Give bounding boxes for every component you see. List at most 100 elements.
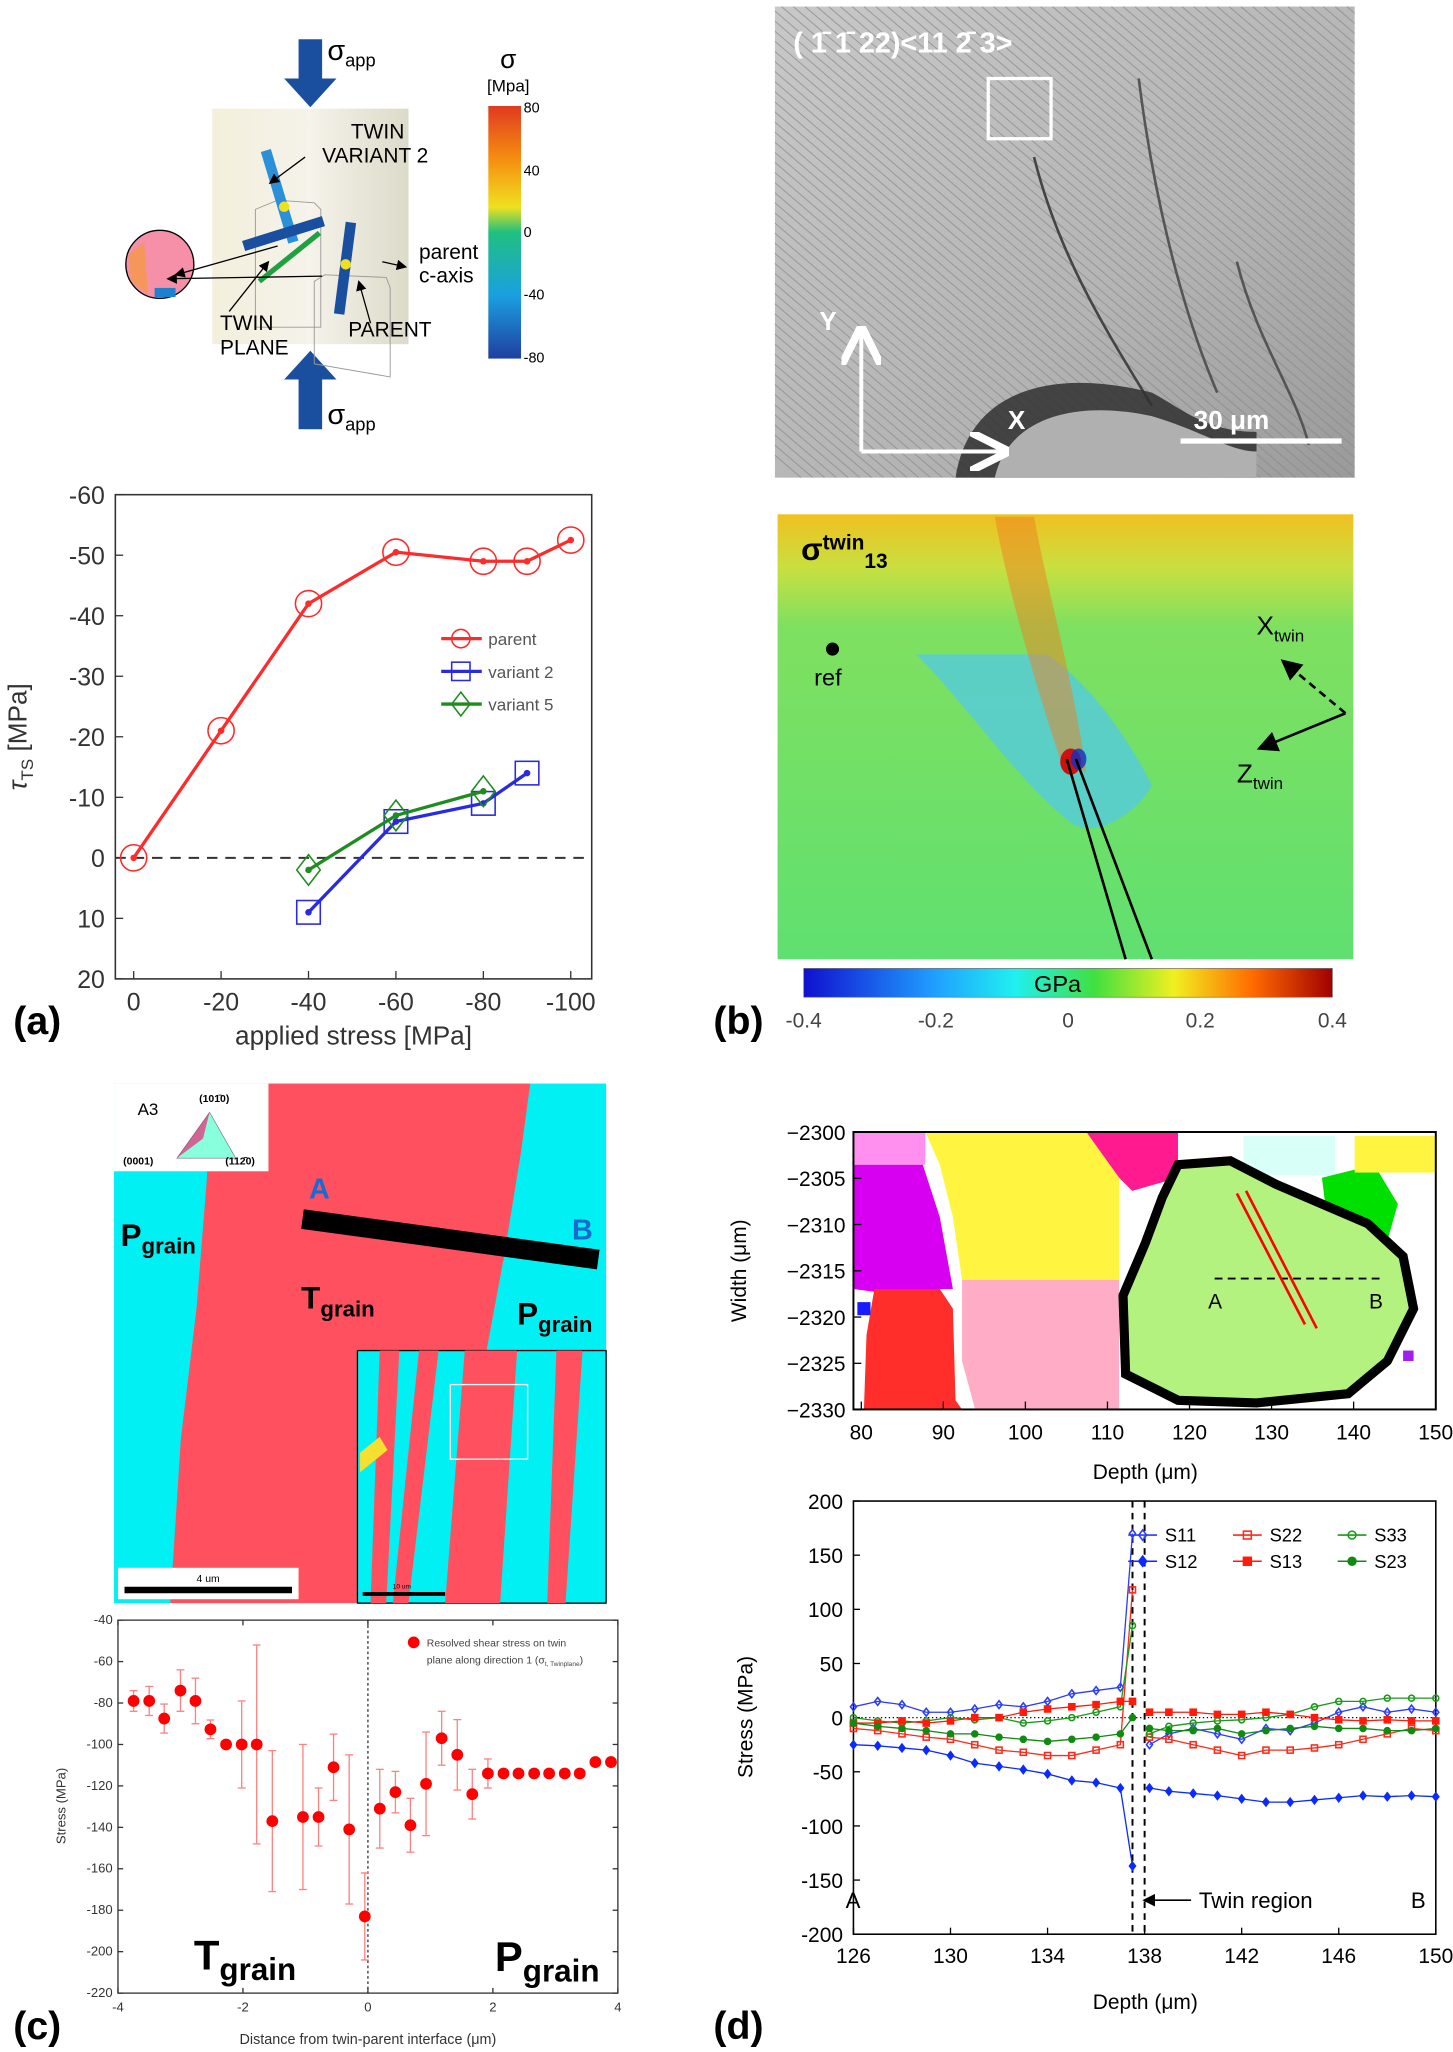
data-point: [543, 1767, 556, 1780]
point-b-label: B: [572, 1214, 593, 1246]
data-point-S23: [1068, 1735, 1076, 1744]
y-label-unit: [MPa]: [2, 683, 32, 759]
svg-text:80: 80: [524, 101, 540, 117]
x-tick-label: 146: [1321, 1945, 1356, 1968]
data-point-S23: [1092, 1733, 1100, 1741]
data-point-S13: [1068, 1703, 1076, 1711]
y-tick-label: -40: [69, 603, 105, 631]
striation-line: [863, 6, 1355, 428]
y-tick-label: -140: [87, 1819, 113, 1834]
panel-label-a: (a): [13, 999, 61, 1043]
y-tick-label: −2325: [787, 1353, 846, 1376]
x-axis-label: Depth (μm): [1093, 1991, 1198, 2014]
x-tick-label: 150: [1418, 1422, 1453, 1445]
y-tick-label: -220: [87, 1985, 113, 2000]
panel-b-stress-map: σtwin13 ref Xtwin Ztwin GPa -0.4 -0.2 0 …: [777, 514, 1354, 1032]
axis-y-label: Y: [819, 306, 837, 336]
data-point-S11: [1067, 1688, 1076, 1700]
data-point-S12: [1043, 1768, 1052, 1780]
legend-corner: (112̄0): [225, 1157, 255, 1168]
data-point-S12: [995, 1761, 1004, 1772]
data-point-S11: [1213, 1728, 1222, 1740]
point-a-label: A: [1208, 1291, 1222, 1314]
legend-label: S22: [1270, 1525, 1303, 1546]
data-point-S13: [1145, 1708, 1154, 1717]
data-point: [220, 1738, 232, 1751]
data-point-S11: [1092, 1685, 1101, 1696]
data-point-S33: [1092, 1708, 1100, 1717]
striation-line: [1063, 6, 1355, 257]
y-tick-label: -20: [69, 724, 105, 752]
map-title: σtwin13: [801, 532, 888, 573]
data-point-S23: [970, 1730, 979, 1738]
x-axis-label: Distance from twin-parent interface (μm): [240, 2032, 497, 2048]
data-point: [189, 1695, 202, 1707]
x-tick-label: 0: [364, 1999, 371, 2014]
data-point-S11: [1359, 1701, 1368, 1713]
y-tick-label: −2300: [787, 1122, 846, 1145]
legend-marker: [1137, 1554, 1148, 1568]
data-point-S12: [1286, 1796, 1295, 1808]
data-point-S11: [1145, 1739, 1154, 1750]
striation-line: [946, 6, 1355, 358]
legend-label: variant 5: [488, 696, 553, 715]
line-profile-ab: [301, 1209, 600, 1270]
data-point-S12: [1019, 1764, 1028, 1775]
x-tick-label: 138: [1127, 1945, 1162, 1968]
svg-text:0: 0: [1062, 1009, 1074, 1032]
x-tick-label: 120: [1172, 1422, 1207, 1445]
data-point-S23: [1116, 1730, 1125, 1738]
striation-line: [1134, 6, 1355, 196]
x-tick-label: -2: [237, 1999, 249, 2014]
legend-marker: [1242, 1556, 1253, 1566]
legend-marker: [450, 690, 471, 718]
z-twin-label: Ztwin: [1237, 759, 1283, 794]
t-grain-label: Tgrain: [194, 1932, 296, 1987]
grain-boundary-outline: [1118, 1156, 1419, 1408]
data-point: [512, 1767, 525, 1780]
striation-line: [1004, 6, 1355, 307]
data-point-S23: [1043, 1737, 1052, 1746]
data-point-S22: [995, 1746, 1003, 1754]
y-tick-label: −2320: [787, 1307, 846, 1330]
panel-c-ebsd-map: A3 (101̄0) (0001) (112̄0) A B Pgrain Tgr…: [114, 1083, 607, 1604]
data-point-center: [217, 727, 225, 735]
data-point-S23: [873, 1722, 882, 1731]
striation-line: [1252, 6, 1355, 95]
data-point: [558, 1767, 571, 1780]
data-point-S22: [1334, 1740, 1343, 1749]
data-point: [204, 1723, 217, 1736]
data-point-center: [480, 557, 487, 565]
striation-line: [781, 6, 1332, 478]
striation-line: [804, 6, 1355, 478]
x-tick-label: 140: [1336, 1422, 1371, 1445]
data-point: [127, 1695, 140, 1707]
p-grain-label: Pgrain: [517, 1296, 592, 1337]
x-tick-label: 130: [933, 1945, 968, 1968]
x-tick-label: 90: [932, 1422, 955, 1445]
striation-line: [898, 6, 1355, 398]
plot-frame: [114, 493, 593, 980]
striation-line: [1110, 6, 1355, 216]
data-point-S11: [1407, 1703, 1416, 1715]
data-point-S12: [873, 1740, 882, 1751]
x-tick-label: 0: [127, 988, 141, 1016]
data-point: [373, 1802, 386, 1815]
data-point: [158, 1712, 171, 1725]
data-point-S22: [1165, 1735, 1173, 1744]
striation-line: [1040, 6, 1355, 277]
striation-line: [1146, 6, 1355, 186]
panel-label-d: (d): [713, 2004, 763, 2048]
legend-label: S33: [1374, 1525, 1407, 1546]
data-point-S12: [1431, 1791, 1440, 1802]
data-point-S12: [1092, 1777, 1101, 1788]
panel-c-chart: -40-60-80-100-120-140-160-180-200-220-4-…: [54, 1612, 622, 2048]
twin-plane-label: TWIN: [220, 312, 273, 335]
data-point: [389, 1786, 402, 1799]
x-tick-label: 126: [836, 1945, 871, 1968]
data-point-S22: [970, 1740, 979, 1749]
striation-line: [774, 303, 979, 478]
data-point-S33: [1043, 1717, 1052, 1725]
colorbar-sigma: [488, 106, 522, 359]
striation-line: [774, 313, 967, 478]
